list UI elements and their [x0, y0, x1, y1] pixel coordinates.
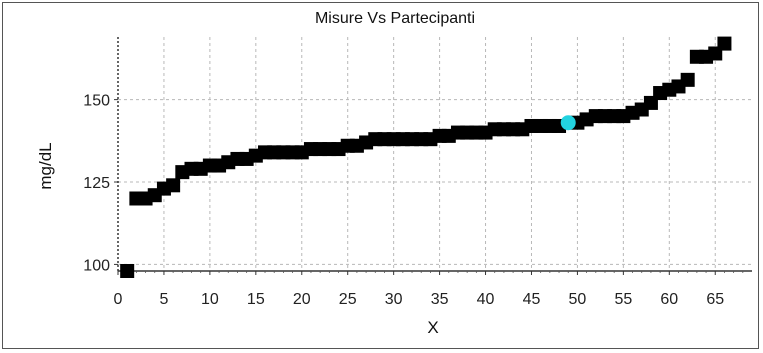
x-tick-label: 0	[114, 291, 123, 308]
x-tick-label: 65	[706, 291, 724, 308]
x-tick-label: 40	[477, 291, 495, 308]
x-tick-label: 50	[569, 291, 587, 308]
grid	[118, 37, 752, 271]
chart-frame	[2, 2, 759, 349]
x-tick-label: 25	[339, 291, 357, 308]
data-point	[120, 264, 135, 278]
data-point	[717, 36, 732, 51]
x-tick-label: 55	[614, 291, 632, 308]
x-tick-label: 30	[385, 291, 403, 308]
axes	[114, 37, 752, 275]
x-tick-label: 5	[159, 291, 168, 308]
x-tick-labels: 0 5 10 15 20 25 30 35 40 45 50 55 60 65	[114, 291, 725, 308]
data-point	[166, 178, 181, 193]
y-tick-label: 150	[83, 93, 110, 110]
highlighted-data-point[interactable]	[560, 115, 576, 131]
x-axis-label: X	[427, 318, 438, 337]
y-tick-label: 100	[83, 257, 110, 274]
chart-title: Misure Vs Partecipanti	[315, 10, 475, 27]
x-tick-label: 10	[201, 291, 219, 308]
data-points	[120, 36, 732, 278]
x-tick-label: 35	[431, 291, 449, 308]
x-tick-label: 15	[247, 291, 265, 308]
x-tick-label: 45	[523, 291, 541, 308]
data-point	[680, 72, 695, 87]
y-axis-label: mg/dL	[36, 142, 55, 189]
y-tick-label: 125	[83, 175, 110, 192]
x-tick-label: 60	[660, 291, 678, 308]
x-tick-label: 20	[293, 291, 311, 308]
y-tick-labels: 100 125 150	[83, 93, 110, 275]
